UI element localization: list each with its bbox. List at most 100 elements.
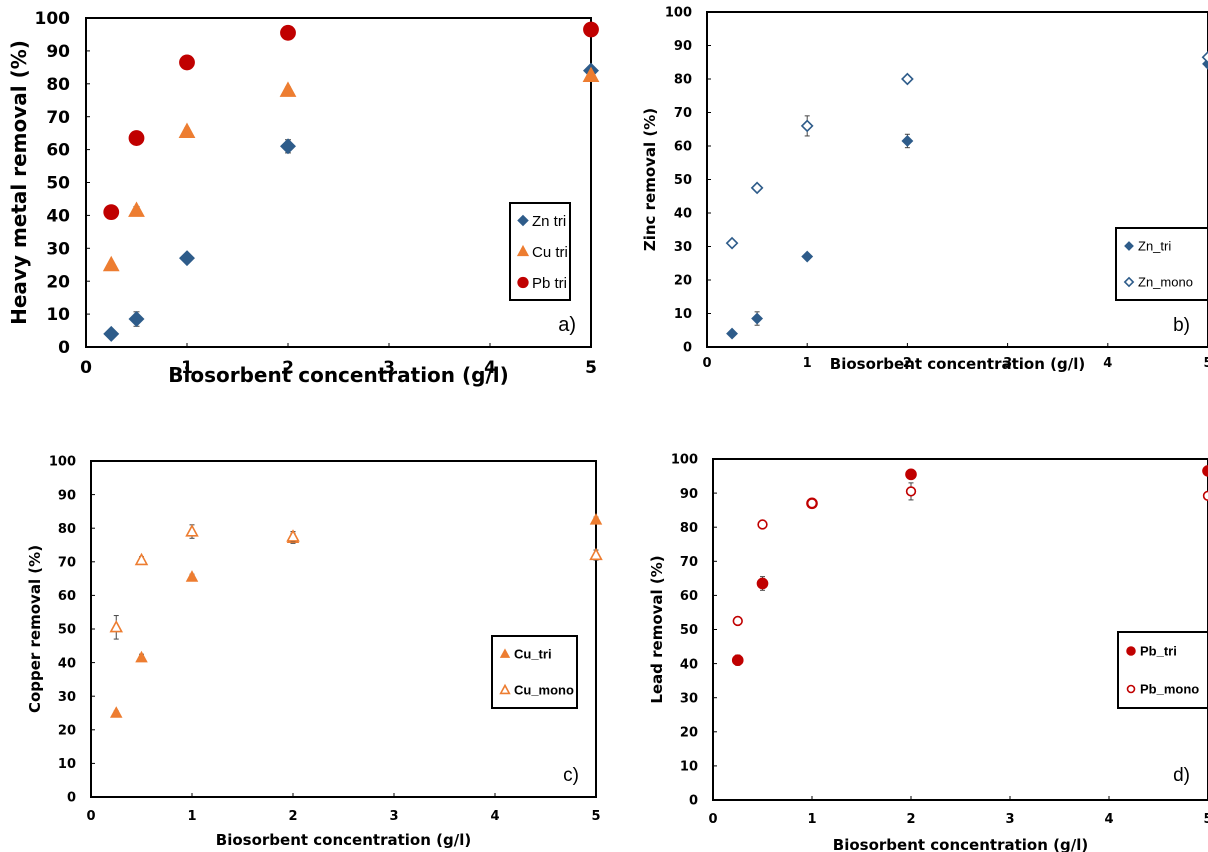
data-point bbox=[128, 311, 145, 328]
x-tick-label: 3 bbox=[389, 809, 398, 824]
x-axis-label: Biosorbent concentration (g/l) bbox=[833, 836, 1088, 852]
data-point bbox=[589, 547, 603, 561]
chart-panel-1: 0 10 20 30 40 50 60 70 80 90 100 0 1 2 3 4 5 Biosorbent c… bbox=[7, 9, 600, 387]
data-point bbox=[128, 201, 145, 217]
data-point bbox=[178, 122, 196, 138]
x-tick-label: 2 bbox=[288, 809, 297, 824]
y-tick-label: 80 bbox=[58, 522, 76, 537]
y-tick-label: 70 bbox=[674, 106, 692, 121]
data-point bbox=[750, 181, 764, 195]
legend-label: Pb tri bbox=[532, 275, 567, 292]
x-tick-label: 5 bbox=[591, 809, 600, 824]
y-tick-label: 10 bbox=[58, 757, 76, 772]
series-Pb_mono bbox=[732, 482, 1208, 627]
data-point bbox=[756, 577, 769, 590]
y-tick-label: 20 bbox=[58, 723, 76, 738]
data-point bbox=[732, 615, 743, 627]
y-tick-label: 100 bbox=[49, 455, 76, 470]
x-tick-label: 3 bbox=[383, 358, 395, 378]
data-point bbox=[905, 468, 917, 481]
x-tick-label: 0 bbox=[702, 356, 711, 371]
y-tick-label: 30 bbox=[680, 691, 698, 706]
y-tick-label: 70 bbox=[46, 108, 70, 128]
y-tick-label: 100 bbox=[671, 453, 698, 468]
legend-marker bbox=[1124, 241, 1134, 251]
data-point bbox=[179, 54, 195, 71]
data-point bbox=[589, 513, 603, 525]
data-point bbox=[901, 135, 914, 147]
x-axis-label: Biosorbent concentration (g/l) bbox=[216, 831, 471, 849]
y-axis-label: Zinc removal (%) bbox=[641, 108, 659, 251]
y-tick-label: 20 bbox=[674, 274, 692, 289]
legend-label: Zn tri bbox=[532, 213, 566, 230]
data-point bbox=[102, 255, 120, 272]
data-point bbox=[731, 654, 744, 667]
y-tick-label: 20 bbox=[680, 725, 698, 740]
y-tick-label: 40 bbox=[680, 657, 698, 672]
legend-marker bbox=[1123, 276, 1135, 288]
data-point bbox=[280, 138, 296, 155]
plot-frame bbox=[90, 460, 597, 798]
x-tick-label: 1 bbox=[181, 358, 193, 378]
legend-marker bbox=[516, 244, 530, 257]
y-tick-label: 0 bbox=[683, 341, 692, 356]
data-point bbox=[726, 327, 738, 340]
legend-label: Pb_mono bbox=[1140, 682, 1199, 697]
y-tick-label: 0 bbox=[67, 791, 76, 806]
y-axis-label: Heavy metal removal (%) bbox=[7, 40, 31, 325]
data-point bbox=[751, 312, 764, 325]
x-tick-label: 0 bbox=[86, 809, 95, 824]
y-tick-label: 70 bbox=[58, 555, 76, 570]
y-tick-label: 40 bbox=[674, 207, 692, 222]
x-tick-label: 5 bbox=[1203, 356, 1208, 371]
y-tick-label: 80 bbox=[46, 75, 70, 95]
y-tick-label: 60 bbox=[46, 141, 70, 161]
data-point bbox=[806, 498, 818, 509]
legend-marker bbox=[499, 648, 511, 658]
data-point bbox=[179, 250, 195, 267]
legend-marker bbox=[1126, 684, 1136, 694]
data-point bbox=[185, 524, 199, 537]
legend-marker bbox=[499, 683, 511, 695]
data-point bbox=[103, 204, 120, 221]
x-tick-label: 5 bbox=[1203, 812, 1208, 827]
data-point bbox=[128, 130, 145, 146]
y-axis-label: Copper removal (%) bbox=[26, 545, 44, 713]
legend-label: Cu_mono bbox=[514, 683, 574, 698]
y-tick-label: 10 bbox=[680, 760, 698, 775]
data-point bbox=[905, 486, 917, 497]
data-point bbox=[134, 552, 149, 566]
series-Cu tri bbox=[102, 66, 600, 272]
y-tick-label: 50 bbox=[46, 174, 70, 194]
x-tick-label: 3 bbox=[1003, 356, 1012, 371]
y-tick-label: 20 bbox=[46, 272, 70, 292]
y-tick-label: 80 bbox=[680, 521, 698, 536]
data-point bbox=[109, 706, 123, 718]
y-tick-label: 10 bbox=[46, 305, 70, 325]
panel-label: b) bbox=[1173, 315, 1190, 336]
chart-panel-3: 0 10 20 30 40 50 60 70 80 90 100 0 1 2 3 4 5 Biosorbent c… bbox=[26, 455, 603, 849]
x-tick-label: 2 bbox=[282, 358, 294, 378]
x-tick-label: 4 bbox=[490, 809, 499, 824]
data-point bbox=[135, 650, 148, 663]
legend-box bbox=[491, 635, 578, 709]
legend-marker bbox=[1126, 646, 1136, 656]
y-tick-label: 40 bbox=[46, 207, 70, 227]
legend-box bbox=[1117, 631, 1208, 709]
y-tick-label: 0 bbox=[58, 338, 70, 358]
data-point bbox=[279, 81, 297, 97]
data-point bbox=[901, 72, 914, 86]
x-tick-label: 4 bbox=[1103, 356, 1112, 371]
legend-marker bbox=[517, 214, 529, 227]
x-tick-label: 1 bbox=[803, 356, 812, 371]
series-Cu_mono bbox=[109, 524, 603, 640]
y-tick-label: 30 bbox=[46, 239, 70, 259]
data-point bbox=[800, 119, 814, 133]
y-tick-label: 60 bbox=[680, 589, 698, 604]
series-Zn_mono bbox=[725, 50, 1208, 250]
x-tick-label: 1 bbox=[807, 812, 816, 827]
y-tick-label: 50 bbox=[58, 623, 76, 638]
y-tick-label: 40 bbox=[58, 656, 76, 671]
legend-box bbox=[1115, 227, 1208, 301]
